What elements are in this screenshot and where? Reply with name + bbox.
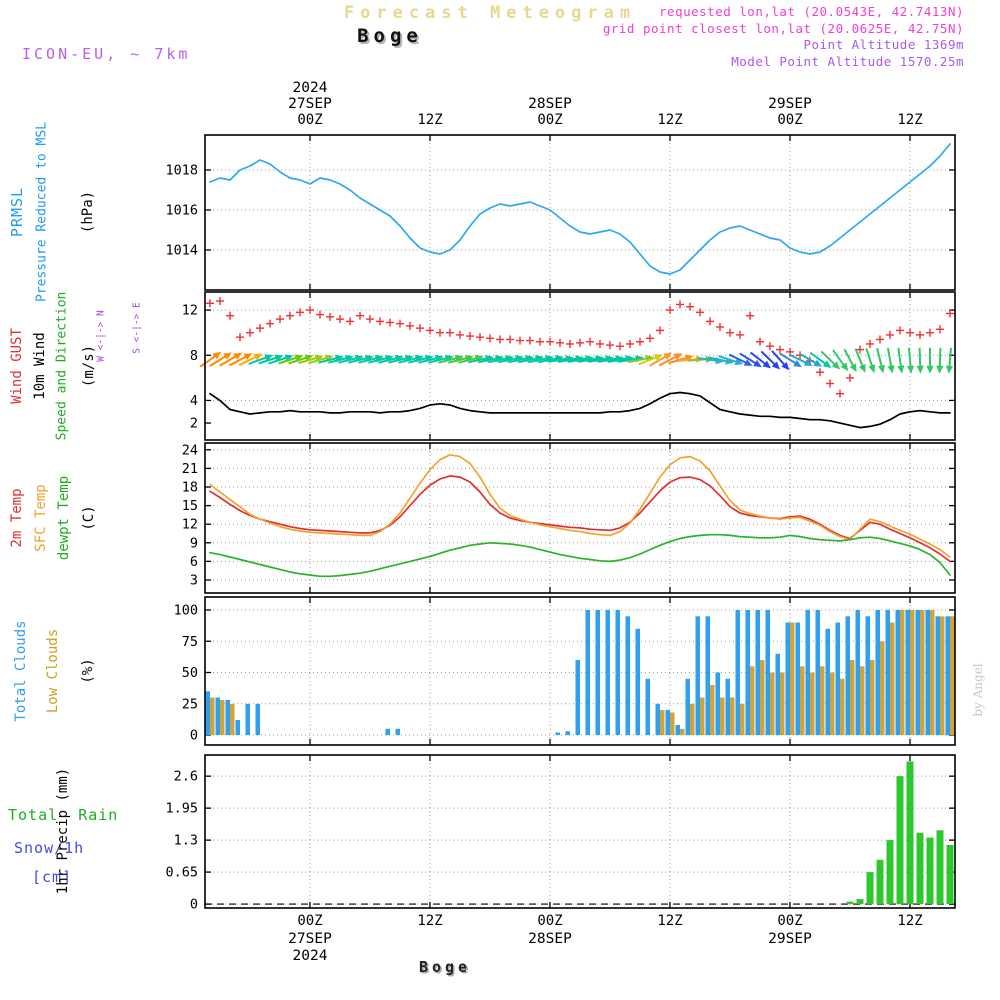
y-tick-label: 1014 [165,243,198,259]
time-tick-label: 12Z [897,112,922,128]
y-tick-label: 8 [190,348,198,364]
series-2m-temp [209,475,951,563]
y-tick-label: 50 [182,665,198,681]
wind-10m-label: 10m Wind [32,332,48,400]
time-tick-label: 12Z [417,913,442,929]
time-tick-label: 00Z [297,913,322,929]
series-prmsl [209,143,951,275]
time-tick-label: 00Z [297,112,322,128]
temp-dewpt-label: dewpt Temp [56,475,72,561]
temp-sfc-label: SFC Temp [33,484,49,552]
total-rain-label: Total Rain [8,806,119,824]
snow-label: Snow/1h [14,839,85,857]
request-info-block: requested lon,lat (20.0543E, 42.7413N) g… [603,4,964,70]
y-tick-label: 18 [182,480,198,496]
y-tick-label: 6 [190,554,198,570]
year-label: 2024 [293,80,328,96]
y-tick-label: 4 [190,393,198,409]
series-dewpt-temp [209,533,951,578]
date-label: 29SEP [768,931,812,947]
series-sfc-temp [209,453,951,558]
date-label: 28SEP [528,96,572,112]
wind-gust-label: Wind GUST [9,328,25,404]
y-tick-label: 24 [182,442,198,458]
credit-watermark: by Angel [971,663,985,717]
panel-temp: 3 6 9 12 15 18 21 24 [182,442,956,594]
y-tick-label: 15 [182,498,198,514]
grid-point-lonlat: grid point closest lon,lat (20.0625E, 42… [602,20,964,36]
date-label: 27SEP [288,96,332,112]
wind-speed-dir-label: Speed and Direction [54,291,70,441]
y-tick-label: 3 [190,572,198,588]
panel-border [204,134,956,291]
point-altitude: Point Altitude 1369m [803,37,964,52]
y-tick-label: 12 [182,517,198,533]
time-tick-label: 00Z [537,913,562,929]
compass-legend-se: S <-|-> E [131,302,143,354]
panel-border [204,442,956,594]
pressure-axis-sublabel: Pressure Reduced to MSL [34,121,50,303]
snow-unit-label: [cm] [32,868,73,886]
pressure-axis-label: PRMSL [8,186,26,238]
series-wind-gust [206,297,954,398]
y-tick-label: 2 [190,416,198,432]
date-label: 28SEP [528,931,572,947]
date-label: 27SEP [288,931,332,947]
time-tick-label: 00Z [777,112,802,128]
series-low-clouds [210,610,955,736]
panel-pressure: 1014 1016 1018 [165,134,956,291]
precip-axis-unit: 1hr Precip (mm) [55,767,71,895]
y-tick-label: 0 [190,897,198,913]
requested-lonlat: requested lon,lat (20.0543E, 42.7413N) [659,4,964,19]
y-tick-label: 2.6 [174,769,198,785]
y-tick-label: 9 [190,535,198,551]
pressure-axis-unit: (hPa) [80,190,96,234]
time-tick-label: 12Z [657,913,682,929]
panel-border [204,596,956,746]
page-title: Forecast Meteogram [343,3,637,23]
time-tick-label: 12Z [897,913,922,929]
footer-station-name: Boge [418,958,472,976]
panel-border [204,754,956,909]
date-label: 29SEP [768,96,812,112]
y-tick-label: 25 [182,696,198,712]
time-tick-label: 00Z [537,112,562,128]
time-tick-label: 00Z [777,913,802,929]
compass-legend-wn: W <-|-> N [95,310,107,362]
time-tick-label: 12Z [417,112,442,128]
y-tick-label: 21 [182,461,198,477]
low-clouds-label: Low Clouds [45,628,61,714]
y-tick-label: 75 [182,634,198,650]
y-tick-label: 1018 [165,163,198,179]
panel-precip: 0 0.65 1.3 1.95 2.6 [165,754,956,913]
total-clouds-label: Total Clouds [13,620,29,722]
y-tick-label: 100 [174,603,198,619]
series-10m-wind [209,391,951,429]
station-name: Boge [357,25,423,47]
y-tick-label: 0.65 [165,865,198,881]
model-point-altitude: Model Point Altitude 1570.25m [731,53,964,69]
panel-wind: 4 8 12 2 [182,291,956,441]
temp-2m-label: 2m Temp [9,488,25,548]
clouds-axis-unit: (%) [80,658,96,684]
y-tick-label: 12 [182,303,198,319]
y-tick-label: 1.95 [165,801,198,817]
panel-border [204,291,956,441]
series-total-clouds [205,610,950,736]
panel-clouds: 0 25 50 75 100 [174,596,956,746]
temp-axis-unit: (C) [81,505,97,531]
time-tick-label: 12Z [657,112,682,128]
series-total-rain [846,761,954,905]
y-tick-label: 1.3 [174,833,198,849]
year-label: 2024 [293,948,328,964]
model-label: ICON-EU, ~ 7km [22,45,191,63]
y-tick-label: 0 [190,728,198,744]
y-tick-label: 1016 [165,203,198,219]
wind-direction-arrows [199,347,954,374]
